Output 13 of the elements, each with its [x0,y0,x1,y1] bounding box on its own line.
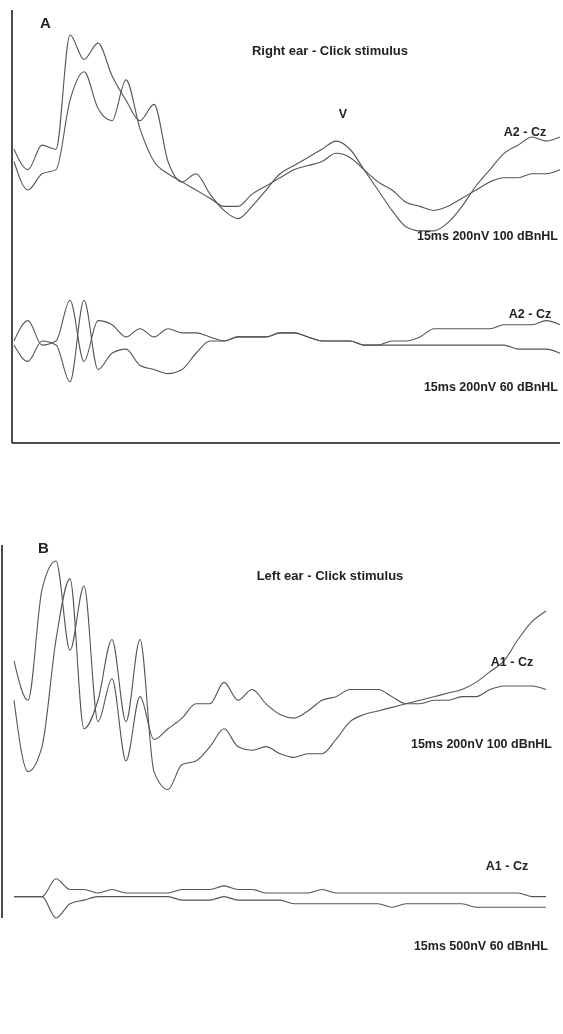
annotation: 15ms 200nV 100 dBnHL [416,229,559,243]
annotation: A2 - Cz [508,307,552,321]
annotation: A2 - Cz [503,125,547,139]
annotation: V [338,107,348,121]
annotation: 15ms 200nV 100 dBnHL [410,737,553,751]
text: Left ear - Click stimulus [256,568,404,583]
annotation: A1 - Cz [485,859,529,873]
annotation: A1 - Cz [490,655,534,669]
text: A [40,14,51,31]
text: B [38,539,49,556]
annotation: 15ms 200nV 60 dBnHL [423,380,559,394]
text: 15ms 500nV 60 dBnHL [413,939,549,953]
text: Right ear - Click stimulus [251,43,409,58]
